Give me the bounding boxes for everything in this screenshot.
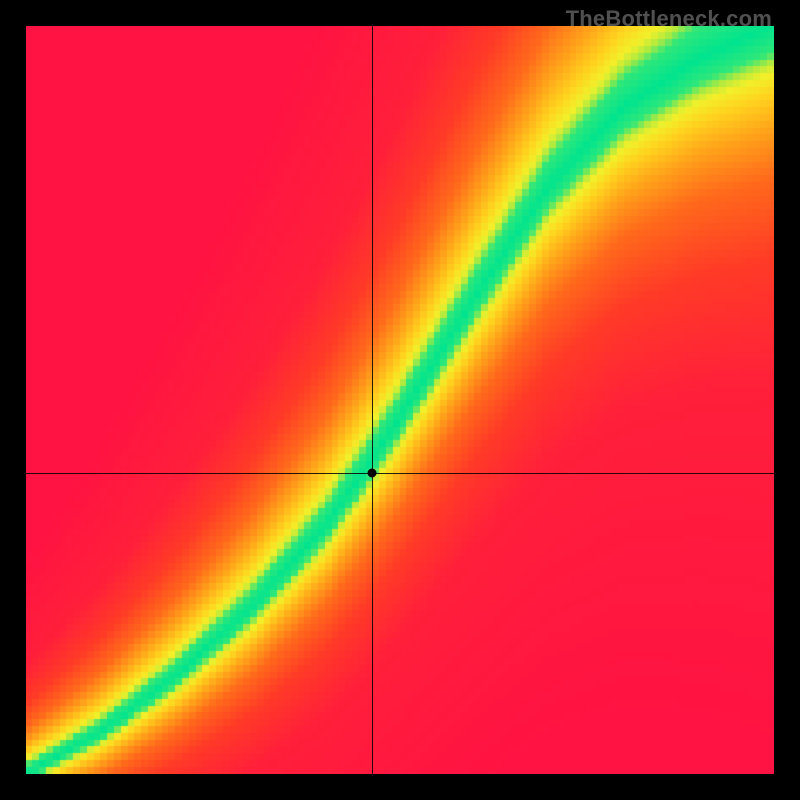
crosshair-marker xyxy=(367,469,376,478)
crosshair-vertical xyxy=(372,26,373,774)
plot-area xyxy=(26,26,774,774)
crosshair-horizontal xyxy=(26,473,774,474)
heatmap-canvas xyxy=(26,26,774,774)
chart-container: TheBottleneck.com xyxy=(0,0,800,800)
watermark-text: TheBottleneck.com xyxy=(566,6,772,32)
